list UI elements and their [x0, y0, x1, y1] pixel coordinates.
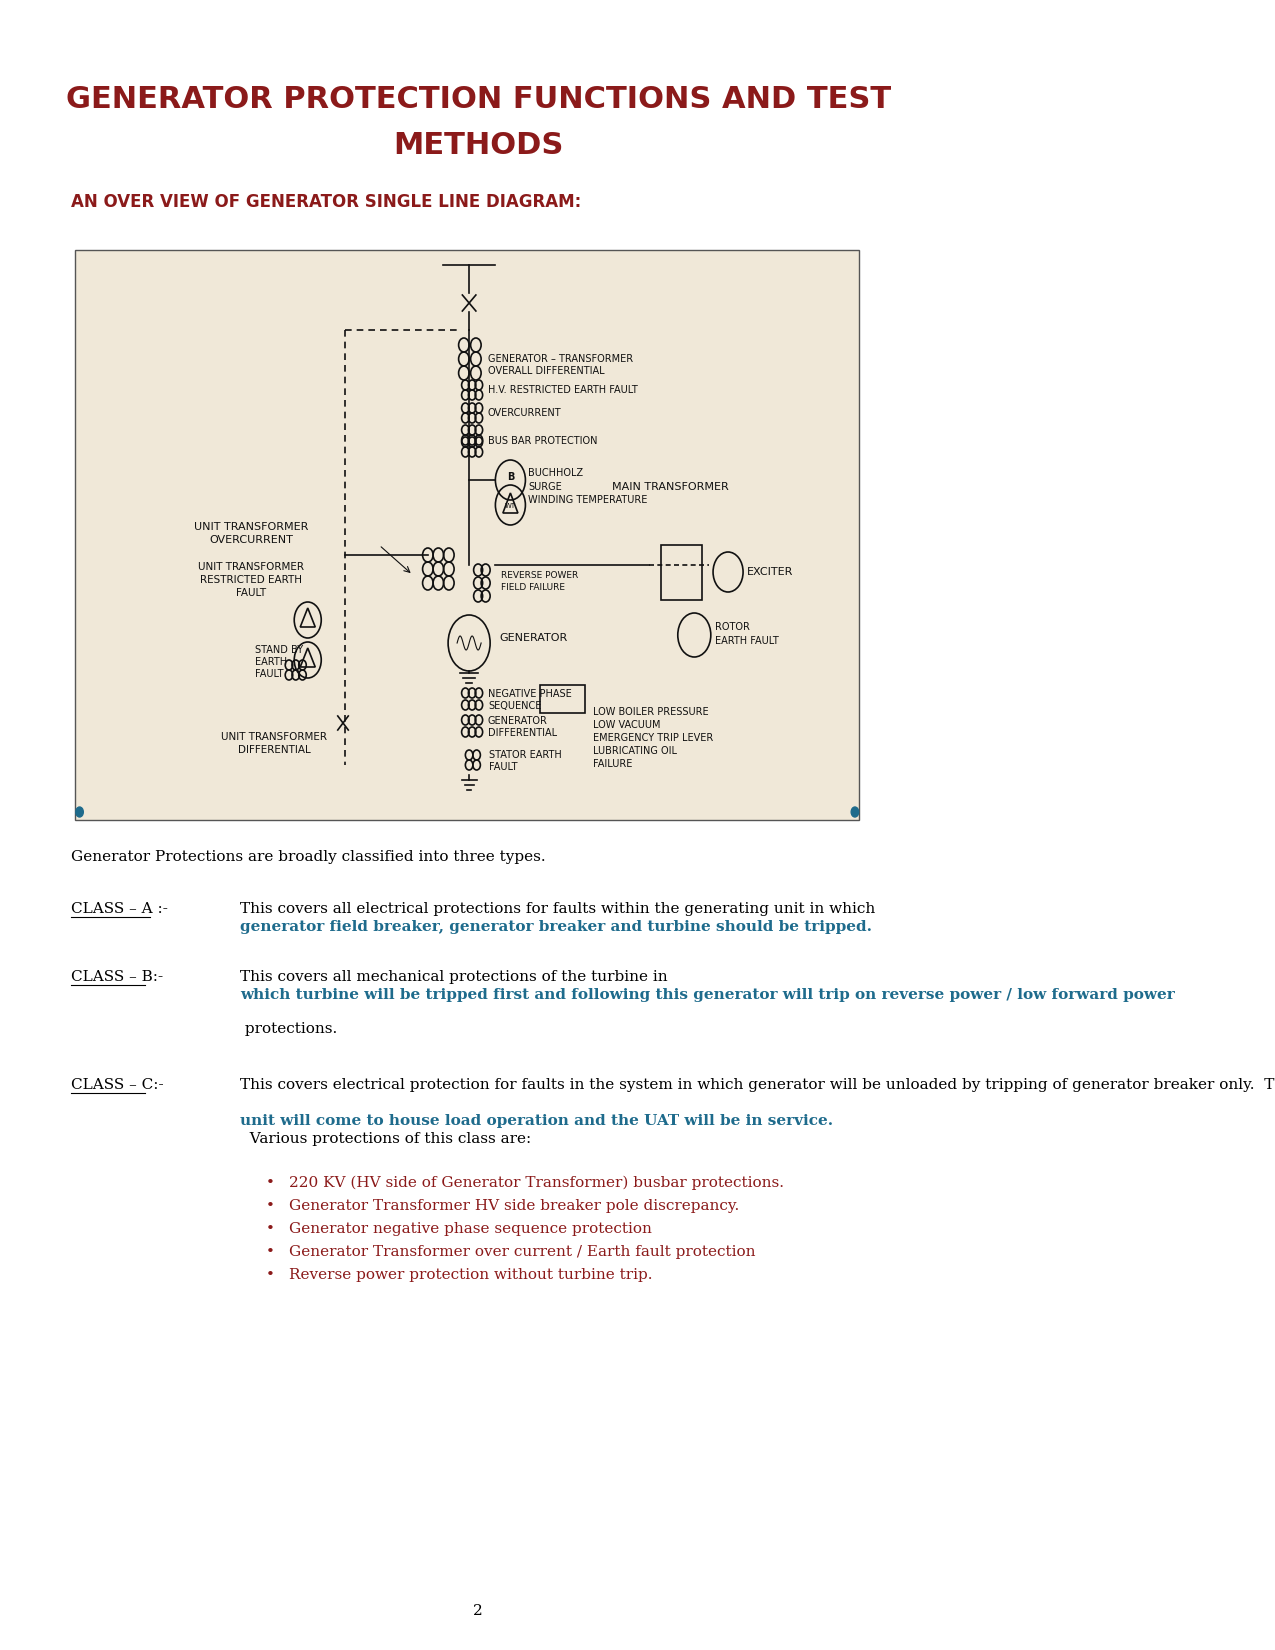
Text: UNIT TRANSFORMER: UNIT TRANSFORMER: [194, 521, 309, 531]
Text: Reverse power protection without turbine trip.: Reverse power protection without turbine…: [289, 1267, 653, 1282]
Text: SURGE: SURGE: [528, 482, 562, 492]
Text: H.V. RESTRICTED EARTH FAULT: H.V. RESTRICTED EARTH FAULT: [488, 384, 638, 394]
Text: GENERATOR PROTECTION FUNCTIONS AND TEST: GENERATOR PROTECTION FUNCTIONS AND TEST: [65, 86, 891, 114]
Text: Generator Protections are broadly classified into three types.: Generator Protections are broadly classi…: [71, 850, 546, 865]
Text: •: •: [265, 1200, 274, 1213]
Text: BUCHHOLZ: BUCHHOLZ: [528, 469, 584, 478]
Text: GENERATOR: GENERATOR: [488, 716, 548, 726]
Text: EXCITER: EXCITER: [747, 568, 793, 577]
Bar: [541, 685, 585, 713]
FancyBboxPatch shape: [75, 251, 859, 820]
Text: DIFFERENTIAL: DIFFERENTIAL: [488, 728, 557, 738]
Text: 220 KV (HV side of Generator Transformer) busbar protections.: 220 KV (HV side of Generator Transformer…: [289, 1176, 784, 1190]
Text: METHODS: METHODS: [393, 130, 564, 160]
Text: LOW BOILER PRESSURE: LOW BOILER PRESSURE: [593, 706, 709, 718]
Text: LOW VACUUM: LOW VACUUM: [593, 719, 660, 729]
Text: EMERGENCY TRIP LEVER: EMERGENCY TRIP LEVER: [593, 733, 713, 742]
Text: generator field breaker, generator breaker and turbine should be tripped.: generator field breaker, generator break…: [240, 921, 872, 934]
Text: DIFFERENTIAL: DIFFERENTIAL: [237, 746, 310, 756]
Text: FAILURE: FAILURE: [593, 759, 632, 769]
Text: which turbine will be tripped first and following this generator will trip on re: which turbine will be tripped first and …: [240, 988, 1176, 1002]
Text: OVERCURRENT: OVERCURRENT: [488, 408, 561, 417]
Text: UNIT TRANSFORMER: UNIT TRANSFORMER: [221, 733, 326, 742]
Text: This covers electrical protection for faults in the system in which generator wi: This covers electrical protection for fa…: [240, 1077, 1275, 1092]
Text: FAULT: FAULT: [255, 668, 284, 680]
Text: protections.: protections.: [240, 1021, 338, 1036]
Text: 2: 2: [473, 1604, 483, 1619]
Text: STATOR EARTH: STATOR EARTH: [490, 751, 562, 761]
Text: FAULT: FAULT: [490, 762, 518, 772]
Text: AN OVER VIEW OF GENERATOR SINGLE LINE DIAGRAM:: AN OVER VIEW OF GENERATOR SINGLE LINE DI…: [71, 193, 581, 211]
Text: EARTH: EARTH: [255, 657, 287, 667]
Text: •: •: [265, 1267, 274, 1282]
Text: WINDING TEMPERATURE: WINDING TEMPERATURE: [528, 495, 648, 505]
Text: NEGATIVE PHASE: NEGATIVE PHASE: [488, 690, 571, 700]
Text: EARTH FAULT: EARTH FAULT: [714, 635, 778, 647]
Text: This covers all mechanical protections of the turbine in: This covers all mechanical protections o…: [240, 970, 673, 983]
Text: Various protections of this class are:: Various protections of this class are:: [240, 1132, 532, 1147]
Text: WT: WT: [505, 503, 516, 508]
Text: LUBRICATING OIL: LUBRICATING OIL: [593, 746, 677, 756]
Text: •: •: [265, 1246, 274, 1259]
Text: Generator negative phase sequence protection: Generator negative phase sequence protec…: [289, 1223, 652, 1236]
Text: OVERALL DIFFERENTIAL: OVERALL DIFFERENTIAL: [488, 366, 604, 376]
Text: MAIN TRANSFORMER: MAIN TRANSFORMER: [612, 482, 728, 492]
Text: REVERSE POWER: REVERSE POWER: [501, 571, 578, 579]
Bar: [660, 544, 701, 601]
Text: STAND BY: STAND BY: [255, 645, 303, 655]
Circle shape: [75, 807, 83, 817]
Text: B: B: [506, 472, 514, 482]
Text: unit will come to house load operation and the UAT will be in service.: unit will come to house load operation a…: [240, 1114, 834, 1129]
Text: ROTOR: ROTOR: [714, 622, 750, 632]
Text: FIELD FAILURE: FIELD FAILURE: [501, 584, 565, 592]
Text: OVERCURRENT: OVERCURRENT: [209, 535, 293, 544]
Circle shape: [852, 807, 858, 817]
Text: Generator Transformer over current / Earth fault protection: Generator Transformer over current / Ear…: [289, 1246, 756, 1259]
Text: •: •: [265, 1223, 274, 1236]
Text: This covers all electrical protections for faults within the generating unit in : This covers all electrical protections f…: [240, 903, 880, 916]
Text: GENERATOR – TRANSFORMER: GENERATOR – TRANSFORMER: [488, 355, 632, 365]
Text: SEQUENCE: SEQUENCE: [488, 701, 542, 711]
Text: GENERATOR: GENERATOR: [499, 634, 567, 644]
Text: RESTRICTED EARTH: RESTRICTED EARTH: [200, 574, 302, 586]
Text: CLASS – B:-: CLASS – B:-: [71, 970, 163, 983]
Text: FAULT: FAULT: [236, 587, 266, 597]
Text: UNIT TRANSFORMER: UNIT TRANSFORMER: [199, 563, 305, 573]
Text: •: •: [265, 1176, 274, 1190]
Text: CLASS – A :-: CLASS – A :-: [71, 903, 168, 916]
Text: CLASS – C:-: CLASS – C:-: [71, 1077, 164, 1092]
Text: BUS BAR PROTECTION: BUS BAR PROTECTION: [488, 436, 598, 446]
Text: Generator Transformer HV side breaker pole discrepancy.: Generator Transformer HV side breaker po…: [289, 1200, 740, 1213]
